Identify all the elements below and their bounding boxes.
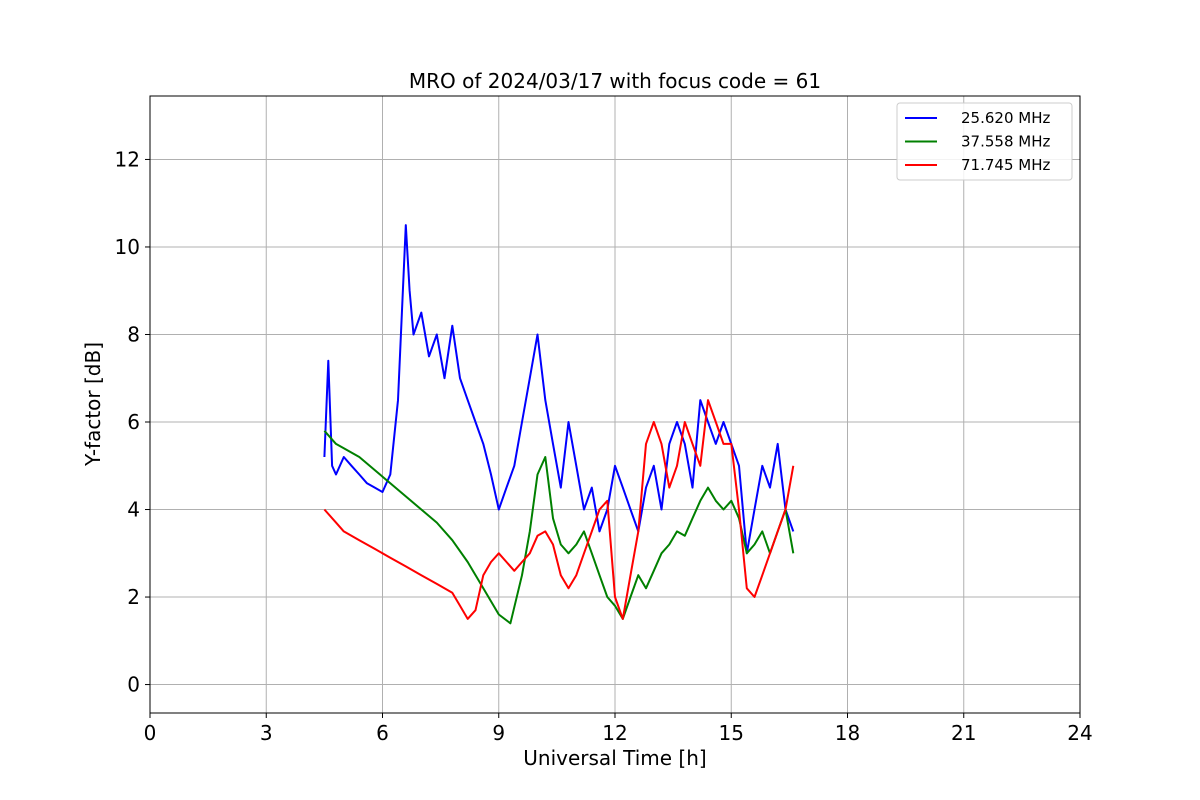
- y-axis-title: Y-factor [dB]: [81, 342, 105, 467]
- y-tick-label: 2: [127, 585, 140, 609]
- y-tick-label: 6: [127, 410, 140, 434]
- y-tick-label: 4: [127, 498, 140, 522]
- x-tick-label: 0: [144, 721, 157, 745]
- series-line: [323, 399, 795, 620]
- series-line: [323, 224, 795, 555]
- series-line: [323, 430, 795, 625]
- x-tick-label: 6: [376, 721, 389, 745]
- legend: 25.620 MHz 37.558 MHz 71.745 MHz: [896, 102, 1073, 181]
- x-axis: 0 3 6 9 12 15 18 21 24: [144, 713, 1093, 745]
- series-layer: [323, 224, 795, 625]
- x-tick-label: 9: [492, 721, 505, 745]
- y-tick-label: 12: [115, 147, 140, 171]
- legend-label: 71.745 MHz: [961, 156, 1050, 174]
- y-tick-label: 0: [127, 673, 140, 697]
- legend-label: 37.558 MHz: [961, 133, 1050, 151]
- y-tick-label: 8: [127, 322, 140, 346]
- x-tick-label: 21: [951, 721, 976, 745]
- x-tick-label: 24: [1067, 721, 1092, 745]
- x-tick-label: 12: [602, 721, 627, 745]
- x-tick-label: 18: [835, 721, 860, 745]
- x-axis-title: Universal Time [h]: [523, 746, 706, 770]
- x-tick-label: 3: [260, 721, 273, 745]
- y-tick-label: 10: [115, 235, 140, 259]
- legend-label: 25.620 MHz: [961, 109, 1050, 127]
- legend-box: [896, 102, 1073, 181]
- y-axis: 0 2 4 6 8 10 12: [115, 147, 150, 697]
- x-tick-label: 15: [719, 721, 744, 745]
- chart-title: MRO of 2024/03/17 with focus code = 61: [409, 69, 821, 93]
